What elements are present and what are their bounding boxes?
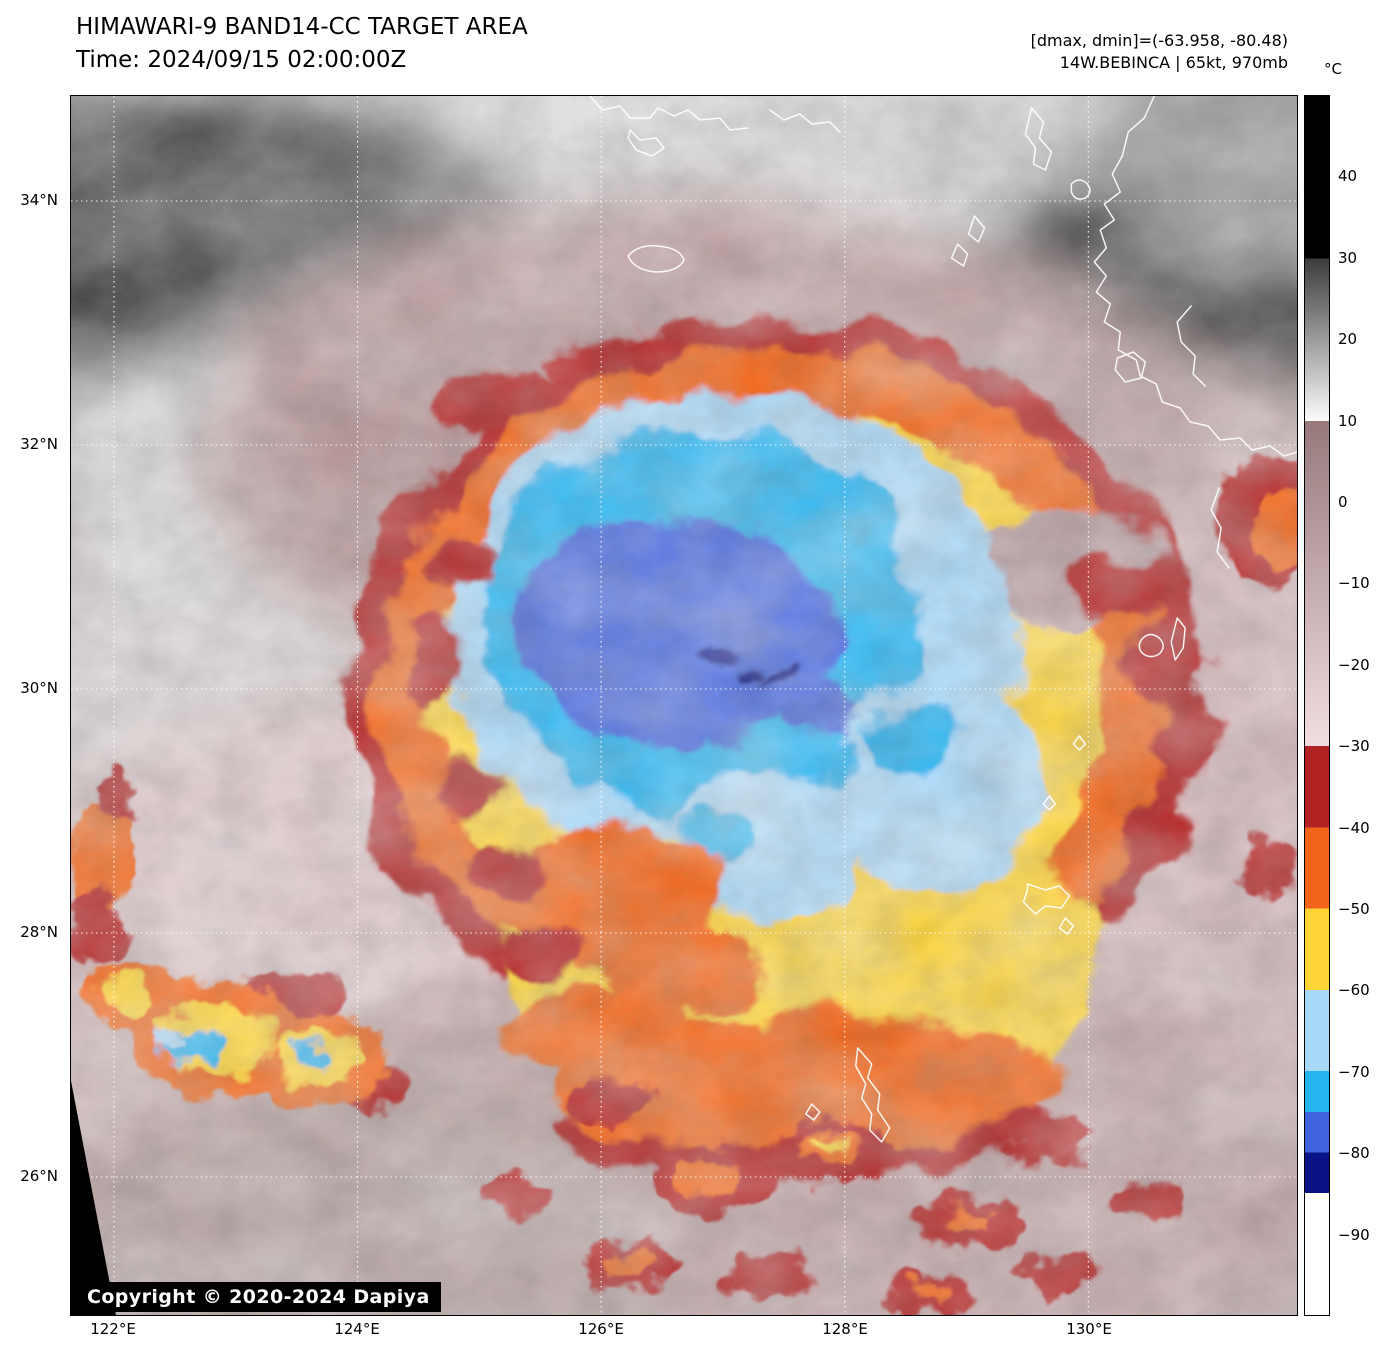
colorbar-tick: 40	[1338, 167, 1358, 186]
colorbar-tick: −10	[1338, 574, 1370, 593]
colorbar-tick: 10	[1338, 411, 1358, 430]
lon-label: 124°E	[334, 1320, 380, 1338]
colorbar-tick: 20	[1338, 330, 1358, 349]
colorbar-unit-label: °C	[1324, 60, 1342, 78]
storm-info: 14W.BEBINCA | 65kt, 970mb	[1059, 53, 1288, 72]
colorbar-tick: −40	[1338, 818, 1370, 837]
colorbar-ticks: 40 30 20 10 0 −10 −20 −30 −40 −50 −60 −70 −80 −90	[1338, 95, 1390, 1316]
lat-label: 28°N	[20, 923, 58, 941]
colorbar-tick: −30	[1338, 737, 1370, 756]
lon-axis: 122°E 124°E 126°E 128°E 130°E	[70, 1318, 1298, 1348]
lat-label: 34°N	[20, 191, 58, 209]
map-area: Copyright © 2020-2024 Dapiya	[70, 95, 1298, 1316]
colorbar-tick: −70	[1338, 1062, 1370, 1081]
stats-block: [dmax, dmin]=(-63.958, -80.48) 14W.BEBIN…	[1031, 30, 1288, 74]
copyright-label: Copyright © 2020-2024 Dapiya	[76, 1282, 441, 1312]
lat-label: 32°N	[20, 435, 58, 453]
satellite-image	[71, 96, 1297, 1315]
cloud-grain-broad	[71, 96, 1297, 1315]
lat-axis: 34°N 32°N 30°N 28°N 26°N	[0, 95, 64, 1316]
colorbar	[1304, 95, 1330, 1316]
coastlines	[589, 96, 1297, 1143]
figure-title: HIMAWARI-9 BAND14-CC TARGET AREA	[76, 14, 528, 40]
lat-label: 26°N	[20, 1167, 58, 1185]
lat-label: 30°N	[20, 679, 58, 697]
colorbar-tick: −90	[1338, 1225, 1370, 1244]
lon-label: 122°E	[90, 1320, 136, 1338]
lon-label: 130°E	[1066, 1320, 1112, 1338]
colorbar-tick: 30	[1338, 248, 1358, 267]
colorbar-tick: 0	[1338, 493, 1348, 511]
figure-time: Time: 2024/09/15 02:00:00Z	[76, 47, 407, 73]
colorbar-tick: −60	[1338, 981, 1370, 1000]
colorbar-tick: −20	[1338, 655, 1370, 674]
graticule	[71, 96, 1297, 1315]
lon-label: 126°E	[578, 1320, 624, 1338]
lon-label: 128°E	[822, 1320, 868, 1338]
colorbar-tick: −80	[1338, 1144, 1370, 1163]
dmax-dmin-readout: [dmax, dmin]=(-63.958, -80.48)	[1030, 31, 1288, 50]
colorbar-tick: −50	[1338, 900, 1370, 918]
